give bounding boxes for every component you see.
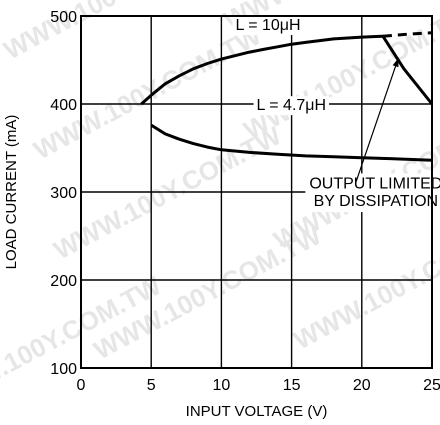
x-tick-label: 5: [147, 377, 156, 394]
x-axis-title: INPUT VOLTAGE (V): [186, 403, 328, 420]
annotation-arrowhead: [392, 58, 399, 68]
series-line-1-dashed-extension: [382, 31, 433, 38]
y-tick-label: 300: [50, 185, 77, 202]
annotation-bg: [305, 173, 440, 213]
series-label-2: L = 4.7μH: [257, 97, 327, 114]
annotation-text-1: OUTPUT LIMITED: [309, 175, 440, 192]
x-tick-label: 25: [423, 377, 440, 394]
series-label-bg: [253, 96, 330, 116]
y-tick-label: 200: [50, 273, 77, 290]
series-label-bg: [232, 16, 304, 36]
x-tick-label: 15: [283, 377, 301, 394]
series-layer: [140, 31, 434, 162]
y-tick-label: 500: [50, 9, 77, 26]
series-line-2: [150, 123, 433, 162]
y-tick-label: 400: [50, 97, 77, 114]
x-tick-label: 20: [353, 377, 371, 394]
series-line-1: [140, 34, 434, 106]
series-label-1: L = 10μH: [235, 17, 300, 34]
x-tick-label: 0: [77, 377, 86, 394]
tick-labels: 0 5 10 15 20 25 100 200 300 400 500: [50, 9, 440, 394]
y-tick-label: 100: [50, 361, 77, 378]
y-axis-title: LOAD CURRENT (mA): [3, 115, 20, 270]
plot-frame: [80, 15, 433, 369]
annotation-text-2: BY DISSIPATION: [314, 193, 438, 210]
x-tick-label: 10: [213, 377, 231, 394]
annotation-arrow: [355, 58, 399, 182]
